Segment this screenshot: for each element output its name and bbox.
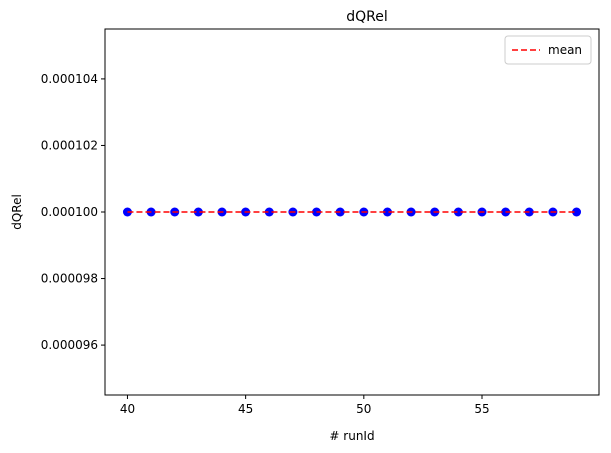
x-axis-label: # runId [329,429,374,443]
y-axis-ticks: 0.000096 0.000098 0.000100 0.000102 0.000104 [41,72,105,352]
y-axis-label: dQRel [10,194,24,230]
data-point [572,207,582,217]
x-tick-label: 50 [356,402,371,416]
y-tick-label: 0.000104 [41,72,98,86]
y-tick-label: 0.000102 [41,138,98,152]
data-point [193,207,203,217]
y-tick-label: 0.000098 [41,272,98,286]
y-tick-label: 0.000100 [41,205,98,219]
y-tick-label: 0.000096 [41,338,98,352]
chart-title: dQRel [346,9,388,25]
legend: mean [504,35,592,65]
data-point [382,207,392,217]
legend-box [504,35,592,65]
data-point [264,207,274,217]
x-tick-label: 40 [120,402,135,416]
data-point [453,207,463,217]
legend-mean-label: mean [548,43,582,57]
x-axis-ticks: 40 45 50 55 [120,395,490,416]
x-tick-label: 55 [474,402,489,416]
series-layer [122,207,582,217]
x-tick-label: 45 [238,402,253,416]
